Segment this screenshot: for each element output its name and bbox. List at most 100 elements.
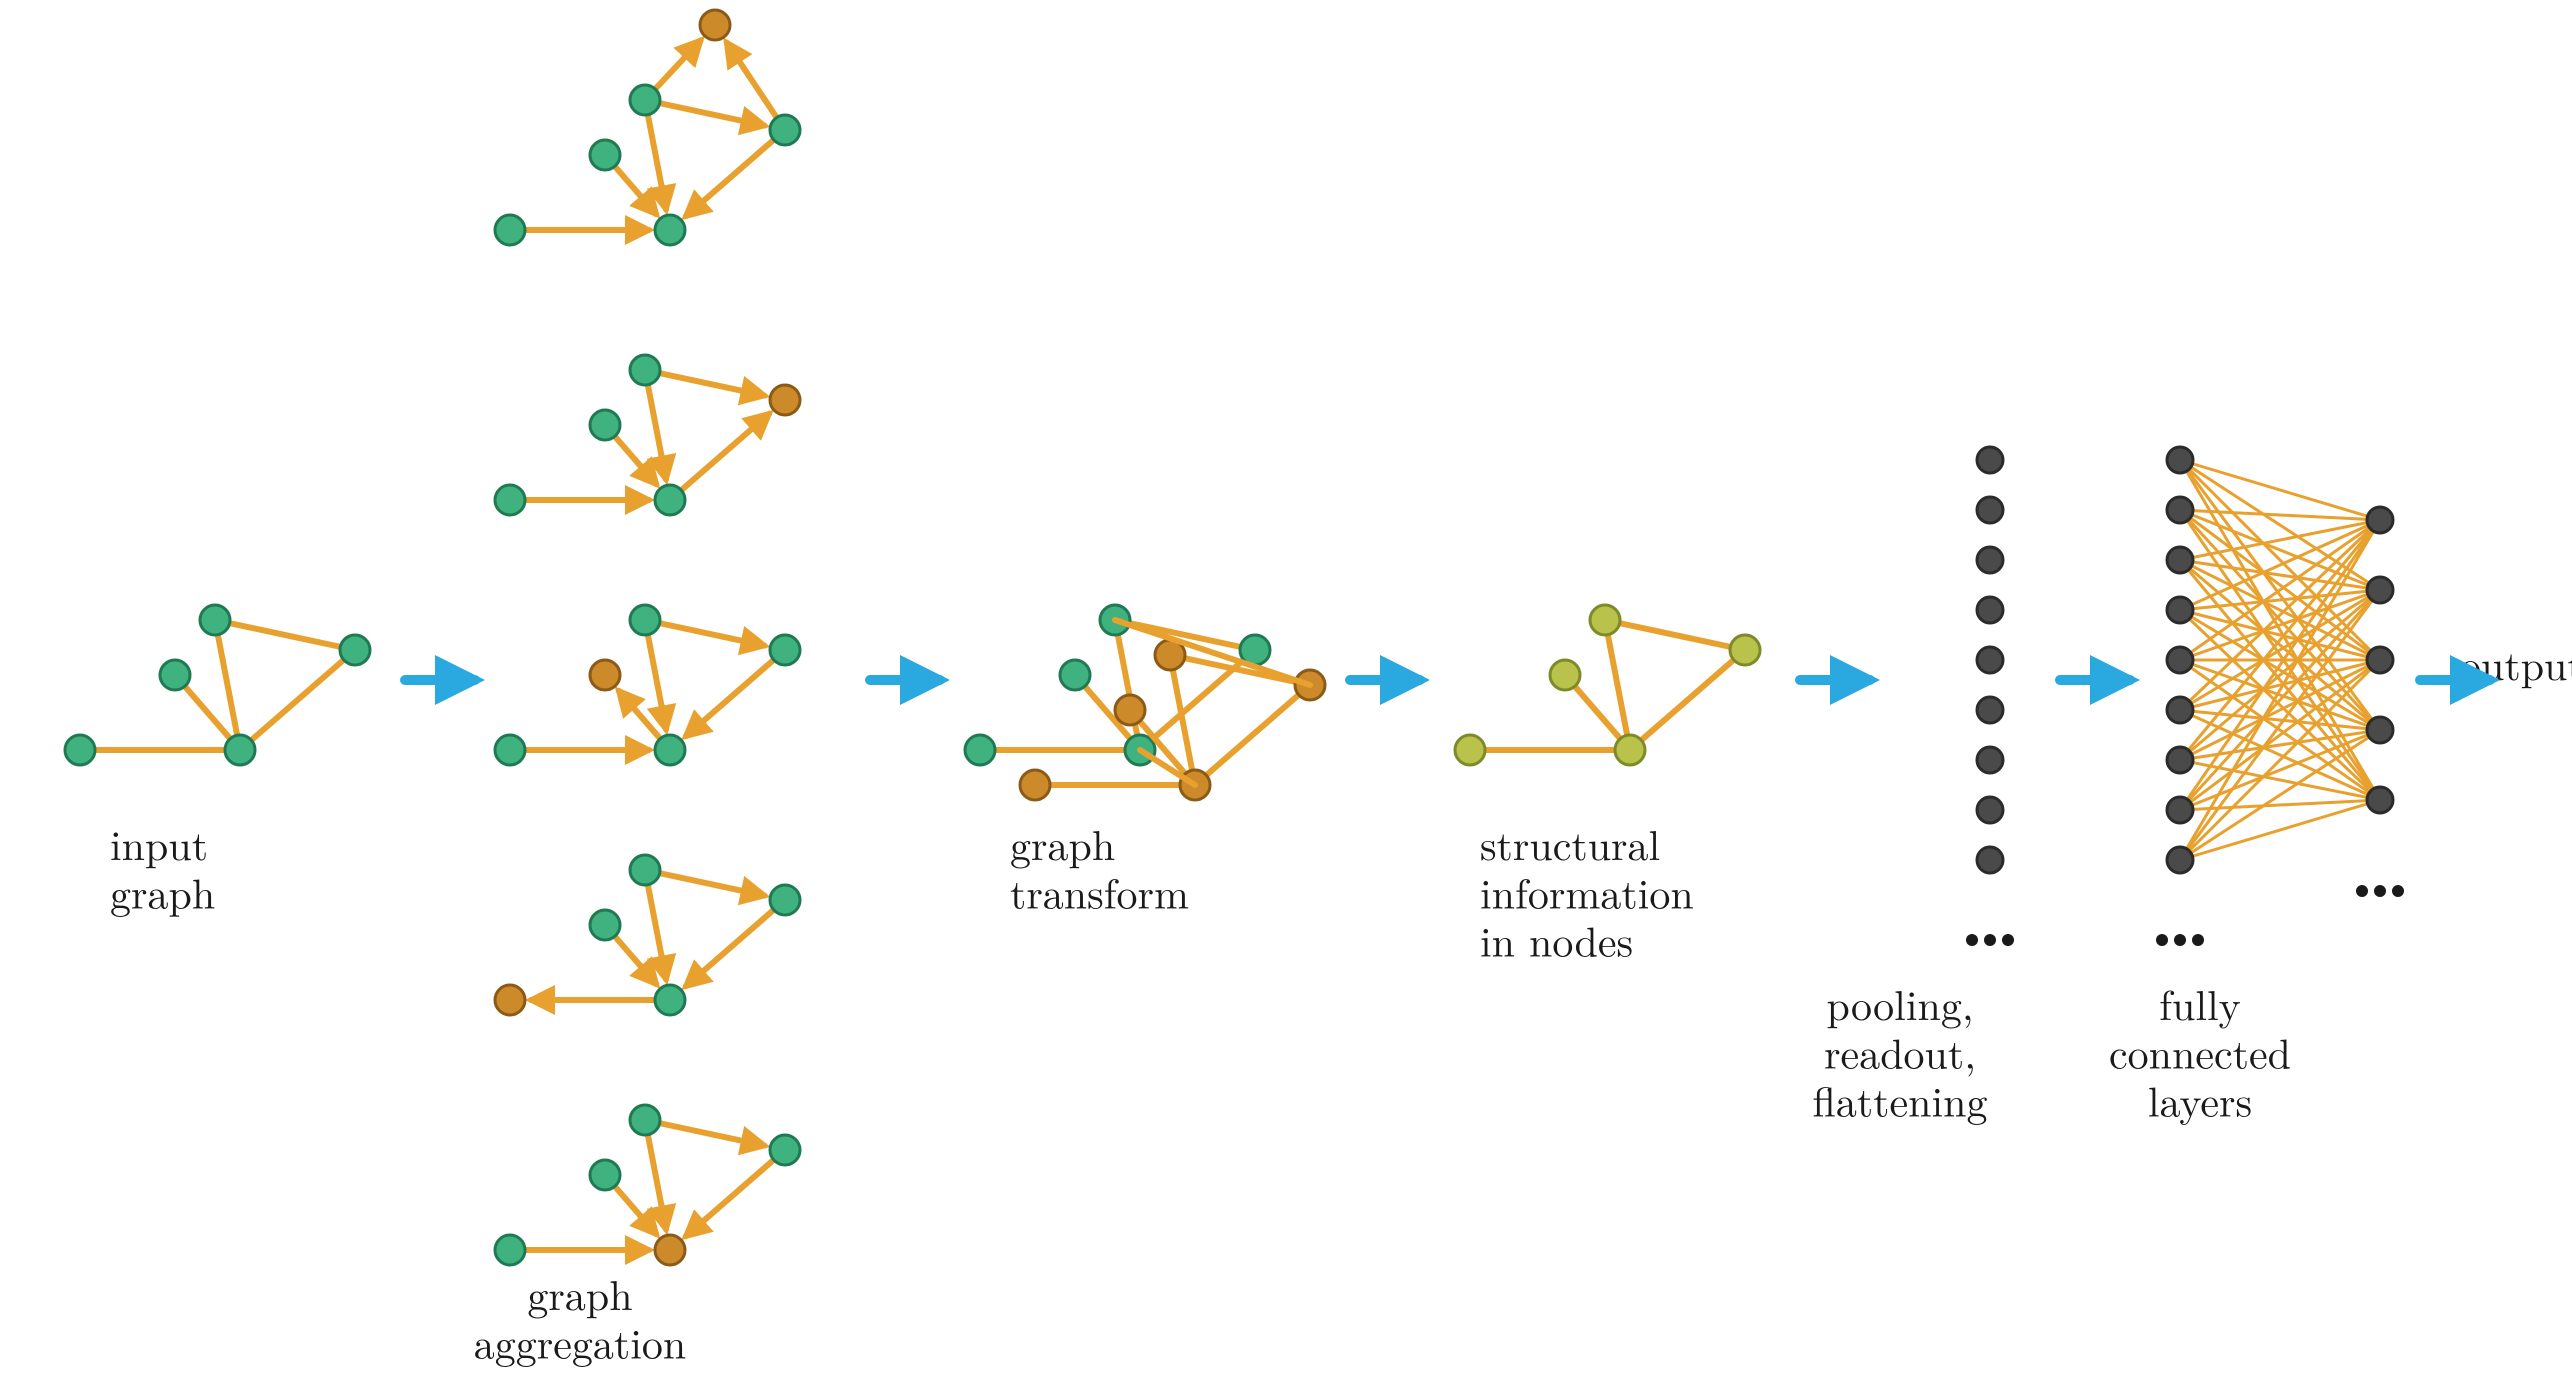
graph-node xyxy=(2367,577,2393,603)
graph-node xyxy=(495,1235,525,1265)
graph-node xyxy=(1977,447,2003,473)
graph-node xyxy=(965,735,995,765)
graph-edge xyxy=(645,1120,764,1146)
graph-motif xyxy=(65,605,370,765)
graph-edge xyxy=(645,1120,666,1229)
graph-node xyxy=(1550,660,1580,690)
graph-aggregation-label: graphaggregation xyxy=(474,1264,686,1371)
graph-node xyxy=(700,10,730,40)
graph-node xyxy=(1977,697,2003,723)
graph-edge xyxy=(686,1150,785,1236)
graph-edge xyxy=(686,900,785,986)
graph-node xyxy=(770,115,800,145)
gnn-pipeline-diagram: inputgraph graphaggregation graphtransform… xyxy=(0,0,2572,1375)
graph-edge xyxy=(670,414,769,500)
graph-node xyxy=(590,660,620,690)
graph-motif xyxy=(965,605,1270,765)
ellipsis-icon xyxy=(1966,934,2014,946)
graph-node xyxy=(1615,735,1645,765)
graph-edge xyxy=(1605,620,1745,650)
pooling-label: pooling,readout,flattening xyxy=(1812,974,1987,1130)
graph-node xyxy=(200,605,230,635)
graph-node xyxy=(2167,697,2193,723)
graph-node xyxy=(1977,497,2003,523)
graph-node xyxy=(2167,797,2193,823)
graph-edge xyxy=(645,620,666,729)
graph-node xyxy=(590,910,620,940)
graph-node xyxy=(590,410,620,440)
graph-motif xyxy=(495,1105,800,1265)
graph-edge xyxy=(645,370,764,396)
pooling-column xyxy=(1966,447,2014,946)
graph-node xyxy=(590,1160,620,1190)
graph-node xyxy=(655,985,685,1015)
graph-node xyxy=(1115,695,1145,725)
graph-node xyxy=(2167,497,2193,523)
graph-motif xyxy=(495,855,800,1015)
graph-node xyxy=(495,215,525,245)
graph-node xyxy=(495,985,525,1015)
graph-node xyxy=(1977,597,2003,623)
graph-node xyxy=(770,635,800,665)
graph-edge xyxy=(1115,620,1310,685)
graph-node xyxy=(1977,647,2003,673)
graph-node xyxy=(160,660,190,690)
graph-node xyxy=(655,485,685,515)
graph-node xyxy=(495,485,525,515)
graph-node xyxy=(495,735,525,765)
graph-edge xyxy=(686,650,785,736)
graph-motif xyxy=(1455,605,1760,765)
graph-node xyxy=(2367,507,2393,533)
graph-transform-stage xyxy=(965,605,1325,800)
graph-node xyxy=(630,605,660,635)
graph-node xyxy=(225,735,255,765)
graph-node xyxy=(2167,447,2193,473)
graph-node xyxy=(2367,647,2393,673)
graph-node xyxy=(1020,770,1050,800)
graph-node xyxy=(1977,747,2003,773)
graph-node xyxy=(2167,847,2193,873)
graph-edge xyxy=(645,100,764,126)
graph-node xyxy=(1455,735,1485,765)
graph-node xyxy=(2167,647,2193,673)
graph-node xyxy=(1977,797,2003,823)
graph-motif xyxy=(495,355,800,515)
graph-edge xyxy=(1605,620,1630,750)
fc-edge xyxy=(2180,510,2380,730)
graph-node xyxy=(1060,660,1090,690)
fc-layers xyxy=(2156,447,2404,946)
graph-edge xyxy=(645,870,764,896)
graph-node xyxy=(630,85,660,115)
graph-node xyxy=(1590,605,1620,635)
graph-node xyxy=(630,1105,660,1135)
graph-edge xyxy=(1115,620,1140,750)
graph-node xyxy=(2167,597,2193,623)
graph-node xyxy=(655,1235,685,1265)
graph-node xyxy=(1730,635,1760,665)
graph-node xyxy=(655,215,685,245)
fc-edge xyxy=(2180,590,2380,810)
graph-node xyxy=(770,385,800,415)
graph-node xyxy=(770,885,800,915)
graph-edge xyxy=(686,130,785,216)
graph-node xyxy=(2167,547,2193,573)
graph-node xyxy=(2167,747,2193,773)
graph-node xyxy=(655,735,685,765)
graph-edge xyxy=(240,650,355,750)
graph-edge xyxy=(1630,650,1745,750)
ellipsis-icon xyxy=(2356,885,2404,897)
graph-node xyxy=(2367,787,2393,813)
input-graph-label: inputgraph xyxy=(110,814,215,921)
graph-edge xyxy=(645,870,666,979)
fc-label: fullyconnectedlayers xyxy=(2109,974,2291,1130)
graph-node xyxy=(340,635,370,665)
structural-info-label: structuralinformationin nodes xyxy=(1480,814,1694,970)
graph-transform-label: graphtransform xyxy=(1010,814,1189,921)
graph-node xyxy=(1977,547,2003,573)
graph-node xyxy=(2367,717,2393,743)
graph-edge xyxy=(645,620,764,646)
graph-node xyxy=(1977,847,2003,873)
graph-edge xyxy=(215,620,240,750)
graph-node xyxy=(590,140,620,170)
graph-motif xyxy=(495,605,800,765)
